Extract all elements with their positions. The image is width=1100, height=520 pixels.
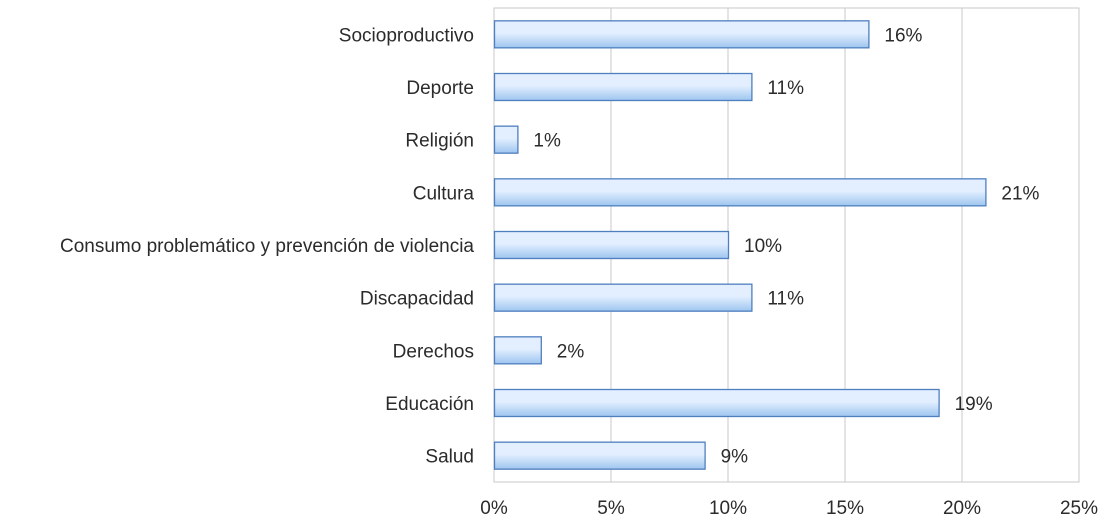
value-labels: 16% 11% 1% 21% 10% 11% 2% 19% 9% xyxy=(533,25,1039,467)
data-label: 11% xyxy=(767,78,804,99)
bar xyxy=(493,72,753,102)
category-labels: Socioproductivo Deporte Religión Cultura Con… xyxy=(60,25,474,467)
category-label: Educación xyxy=(385,394,474,415)
x-tick-label: 20% xyxy=(943,498,981,519)
bar xyxy=(493,178,987,207)
x-tick-label: 10% xyxy=(709,498,747,519)
category-label: Deporte xyxy=(406,78,474,99)
x-tick-label: 0% xyxy=(480,498,508,519)
data-label: 11% xyxy=(767,289,804,310)
bar xyxy=(493,283,753,312)
category-label: Cultura xyxy=(413,183,475,204)
bar xyxy=(493,441,706,470)
category-label: Salud xyxy=(425,447,474,468)
bar xyxy=(493,230,730,260)
data-label: 16% xyxy=(884,25,922,46)
bars xyxy=(493,20,987,470)
category-label: Derechos xyxy=(393,341,474,362)
data-label: 10% xyxy=(744,236,782,257)
x-tick-label: 15% xyxy=(826,498,864,519)
data-label: 1% xyxy=(533,131,561,152)
bar xyxy=(493,20,870,49)
x-tick-label: 5% xyxy=(597,498,625,519)
category-label: Socioproductivo xyxy=(339,25,474,46)
bar xyxy=(493,336,542,365)
category-label: Consumo problemático y prevención de vio… xyxy=(60,236,474,257)
bar xyxy=(493,388,940,418)
x-tick-label: 25% xyxy=(1060,498,1098,519)
x-axis-tick-labels: 0% 5% 10% 15% 20% 25% xyxy=(480,498,1098,519)
data-label: 19% xyxy=(955,394,993,415)
category-label: Religión xyxy=(405,131,474,152)
category-label: Discapacidad xyxy=(360,289,474,310)
data-label: 21% xyxy=(1001,183,1039,204)
bar xyxy=(493,125,519,154)
data-label: 9% xyxy=(721,447,749,468)
data-label: 2% xyxy=(557,341,585,362)
